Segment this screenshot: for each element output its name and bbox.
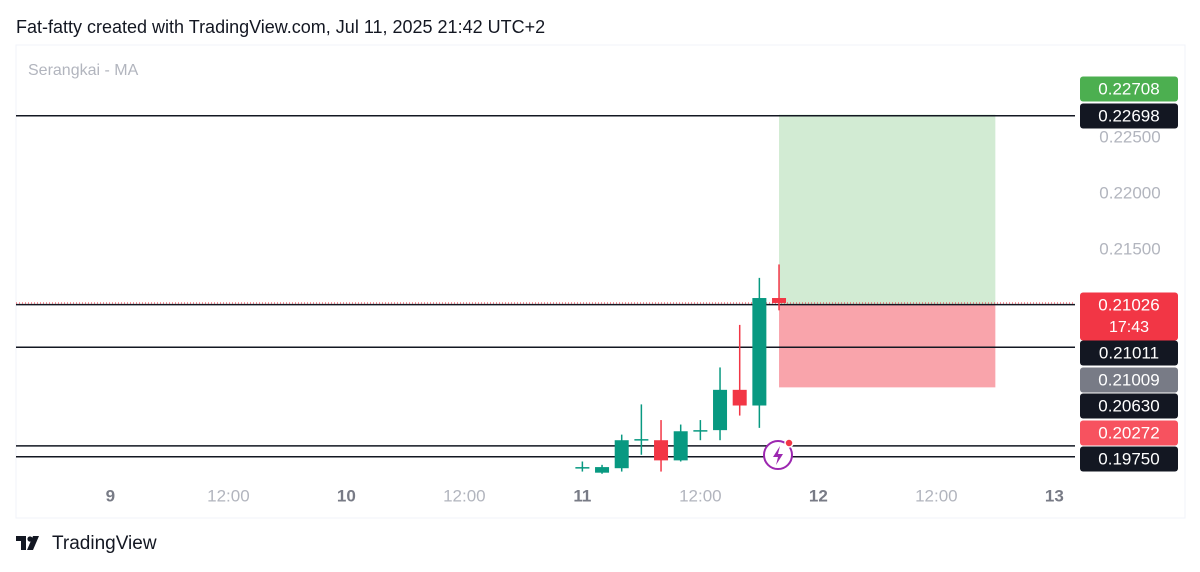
candle-body (673, 431, 688, 461)
price-tag-label: 0.21009 (1098, 370, 1159, 389)
x-tick-label: 12:00 (207, 486, 250, 505)
x-tick-label: 9 (106, 486, 115, 505)
candle-body (732, 389, 747, 406)
price-tag (1080, 103, 1178, 129)
price-tag-label: 0.22698 (1098, 106, 1159, 125)
candle-body (654, 440, 669, 461)
countdown: 17:43 (1109, 319, 1149, 336)
x-tick-label: 11 (573, 486, 591, 505)
x-tick-label: 10 (337, 486, 356, 505)
footer: TradingView (52, 533, 157, 554)
logo (16, 536, 39, 550)
price-tag (1080, 367, 1178, 393)
price-tag-label: 0.20630 (1098, 396, 1159, 415)
candle-body (713, 389, 728, 431)
x-tick-label: 12 (809, 486, 828, 505)
loss-zone (779, 304, 996, 388)
candle-body (614, 440, 629, 469)
candle-body (575, 467, 590, 469)
price-tag (1080, 393, 1178, 419)
icon-bolt (773, 446, 783, 465)
price-tag (1080, 420, 1178, 446)
chart-frame (15, 44, 1186, 519)
chart-title: Serangkai - MA (28, 62, 139, 79)
price-tag (1080, 292, 1178, 341)
price-tag-label: 0.21026 (1098, 295, 1159, 314)
alert-icon (763, 438, 794, 470)
x-tick-label: 13 (1045, 486, 1064, 505)
candle-body (595, 467, 610, 473)
price-tag-label: 0.20272 (1098, 423, 1159, 442)
icon-dot (784, 438, 794, 448)
x-tick-label: 12:00 (915, 486, 958, 505)
header: Fat-fatty created with TradingView.com, … (16, 17, 545, 37)
y-tick-label: 0.22500 (1099, 127, 1160, 146)
candle-body (693, 430, 708, 432)
profit-zone (779, 114, 996, 305)
price-tag (1080, 340, 1178, 366)
price-tag (1080, 446, 1178, 472)
price-tag-label: 0.22708 (1098, 79, 1159, 98)
candle-body (752, 298, 767, 406)
candle-body (634, 439, 649, 441)
price-tag-label: 0.19750 (1098, 449, 1159, 468)
y-tick-label: 0.22000 (1099, 183, 1160, 202)
x-tick-label: 12:00 (679, 486, 722, 505)
price-tag-label: 0.21011 (1099, 343, 1159, 362)
candle-body (772, 298, 787, 303)
x-tick-label: 12:00 (443, 486, 486, 505)
price-tag (1080, 76, 1178, 102)
y-tick-label: 0.21500 (1099, 239, 1160, 258)
